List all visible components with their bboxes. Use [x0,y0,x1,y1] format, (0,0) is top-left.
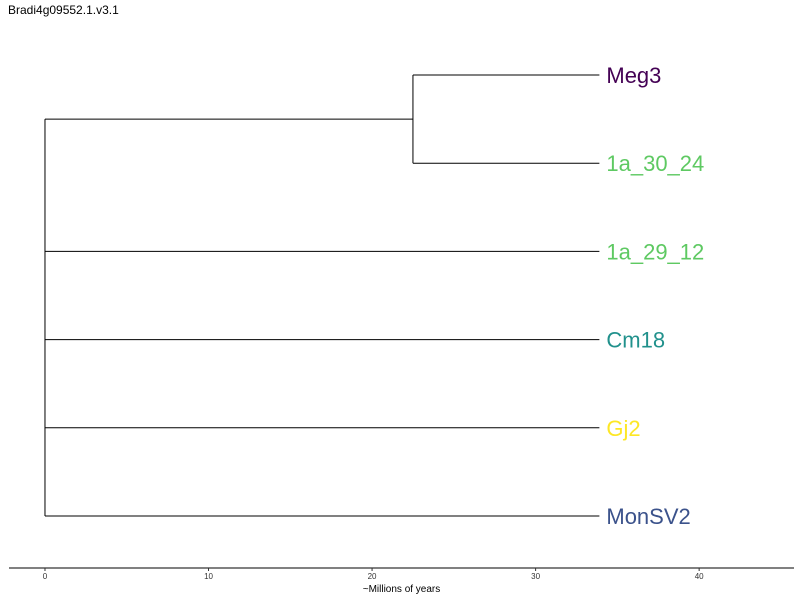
x-tick-label: 40 [695,572,704,581]
tip-label: 1a_29_12 [606,239,704,264]
tip-label: 1a_30_24 [606,151,704,176]
tip-labels-group: Meg3 1a_30_24 1a_29_12 Cm18 Gj2 MonSV2 [606,63,704,529]
x-tick-label: 0 [43,572,48,581]
page-title: Bradi4g09552.1.v3.1 [8,3,119,17]
tip-label: Gj2 [606,416,640,441]
tip-label: Meg3 [606,63,661,88]
branches-group [44,74,600,517]
x-tick-label: 20 [368,572,377,581]
x-axis-title: ~Millions of years [363,584,441,595]
x-tick-label: 30 [531,572,540,581]
x-axis: 0 10 20 30 40 [9,567,794,581]
tip-label: Cm18 [606,328,665,353]
tip-label: MonSV2 [606,504,690,529]
x-tick-label: 10 [204,572,213,581]
